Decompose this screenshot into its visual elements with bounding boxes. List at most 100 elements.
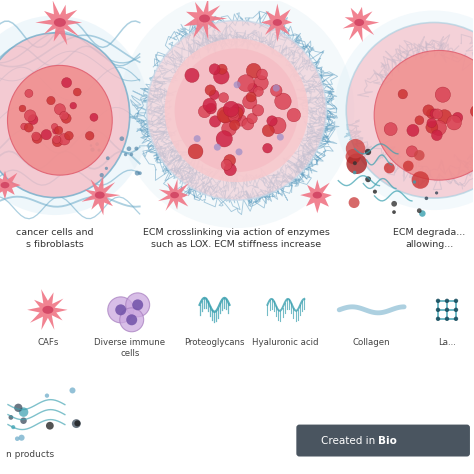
- Circle shape: [384, 123, 397, 136]
- Circle shape: [194, 135, 201, 142]
- Circle shape: [426, 121, 438, 133]
- Circle shape: [219, 109, 232, 123]
- Polygon shape: [343, 7, 379, 42]
- Circle shape: [73, 88, 81, 96]
- Circle shape: [64, 131, 73, 140]
- Circle shape: [45, 393, 49, 398]
- Circle shape: [231, 104, 245, 117]
- Circle shape: [98, 148, 100, 152]
- Circle shape: [11, 425, 15, 429]
- Circle shape: [454, 308, 458, 312]
- Ellipse shape: [0, 182, 9, 188]
- Circle shape: [138, 171, 142, 175]
- Text: Created in: Created in: [320, 436, 378, 446]
- Circle shape: [353, 171, 356, 174]
- Circle shape: [21, 123, 27, 130]
- Ellipse shape: [0, 33, 130, 198]
- Circle shape: [52, 137, 63, 146]
- Circle shape: [254, 87, 264, 97]
- Circle shape: [445, 317, 449, 321]
- Circle shape: [185, 68, 199, 82]
- Circle shape: [392, 201, 397, 207]
- Circle shape: [346, 154, 367, 174]
- Circle shape: [365, 176, 371, 182]
- Text: Bio: Bio: [378, 436, 397, 446]
- Polygon shape: [27, 289, 68, 330]
- Circle shape: [432, 109, 443, 119]
- Circle shape: [61, 113, 71, 123]
- Circle shape: [206, 103, 217, 114]
- Circle shape: [74, 420, 81, 427]
- Circle shape: [254, 76, 268, 90]
- Circle shape: [53, 136, 61, 144]
- Circle shape: [270, 118, 286, 134]
- Circle shape: [406, 146, 418, 157]
- Circle shape: [431, 130, 442, 141]
- Ellipse shape: [313, 191, 322, 199]
- Polygon shape: [261, 4, 292, 42]
- Circle shape: [205, 85, 216, 95]
- Circle shape: [164, 38, 308, 182]
- Circle shape: [95, 142, 99, 146]
- Circle shape: [425, 197, 428, 200]
- Circle shape: [9, 415, 13, 420]
- Circle shape: [403, 161, 414, 171]
- Circle shape: [263, 144, 272, 153]
- Circle shape: [374, 50, 474, 180]
- Circle shape: [427, 118, 437, 128]
- Circle shape: [203, 98, 216, 112]
- Circle shape: [419, 210, 426, 217]
- Circle shape: [124, 153, 128, 156]
- Circle shape: [243, 95, 257, 109]
- Text: ECM degrada...
allowing...: ECM degrada... allowing...: [393, 228, 465, 249]
- Circle shape: [454, 299, 458, 303]
- Circle shape: [435, 87, 450, 102]
- Circle shape: [62, 78, 72, 88]
- Text: Hyaluronic acid: Hyaluronic acid: [252, 338, 319, 347]
- Circle shape: [14, 404, 22, 412]
- Circle shape: [353, 161, 357, 165]
- Circle shape: [47, 96, 55, 105]
- Ellipse shape: [0, 16, 150, 215]
- Circle shape: [199, 105, 211, 118]
- Circle shape: [119, 137, 124, 141]
- Circle shape: [174, 48, 298, 172]
- Circle shape: [438, 109, 452, 124]
- Circle shape: [135, 171, 140, 175]
- Circle shape: [232, 107, 243, 118]
- Circle shape: [127, 146, 131, 151]
- Circle shape: [24, 110, 36, 121]
- Ellipse shape: [170, 192, 179, 198]
- Circle shape: [228, 107, 239, 118]
- Circle shape: [46, 422, 54, 429]
- Ellipse shape: [199, 15, 210, 22]
- Circle shape: [271, 85, 282, 96]
- Polygon shape: [184, 0, 227, 40]
- Circle shape: [130, 153, 133, 156]
- Circle shape: [188, 144, 203, 159]
- Circle shape: [246, 64, 261, 78]
- Circle shape: [132, 300, 143, 310]
- Circle shape: [262, 125, 274, 137]
- Circle shape: [227, 109, 242, 123]
- Circle shape: [229, 120, 240, 130]
- Circle shape: [334, 10, 474, 210]
- Circle shape: [41, 129, 52, 140]
- Circle shape: [252, 105, 264, 116]
- Circle shape: [15, 437, 19, 441]
- Circle shape: [417, 208, 422, 213]
- Circle shape: [209, 90, 219, 100]
- Circle shape: [223, 101, 239, 117]
- Circle shape: [275, 93, 291, 109]
- Circle shape: [28, 115, 38, 125]
- Circle shape: [407, 124, 419, 137]
- Circle shape: [427, 109, 436, 118]
- Circle shape: [430, 109, 439, 118]
- Circle shape: [120, 308, 144, 332]
- Circle shape: [106, 156, 109, 160]
- Circle shape: [210, 116, 221, 127]
- Circle shape: [53, 128, 59, 134]
- Circle shape: [32, 132, 40, 141]
- Circle shape: [447, 115, 462, 130]
- Polygon shape: [0, 171, 21, 199]
